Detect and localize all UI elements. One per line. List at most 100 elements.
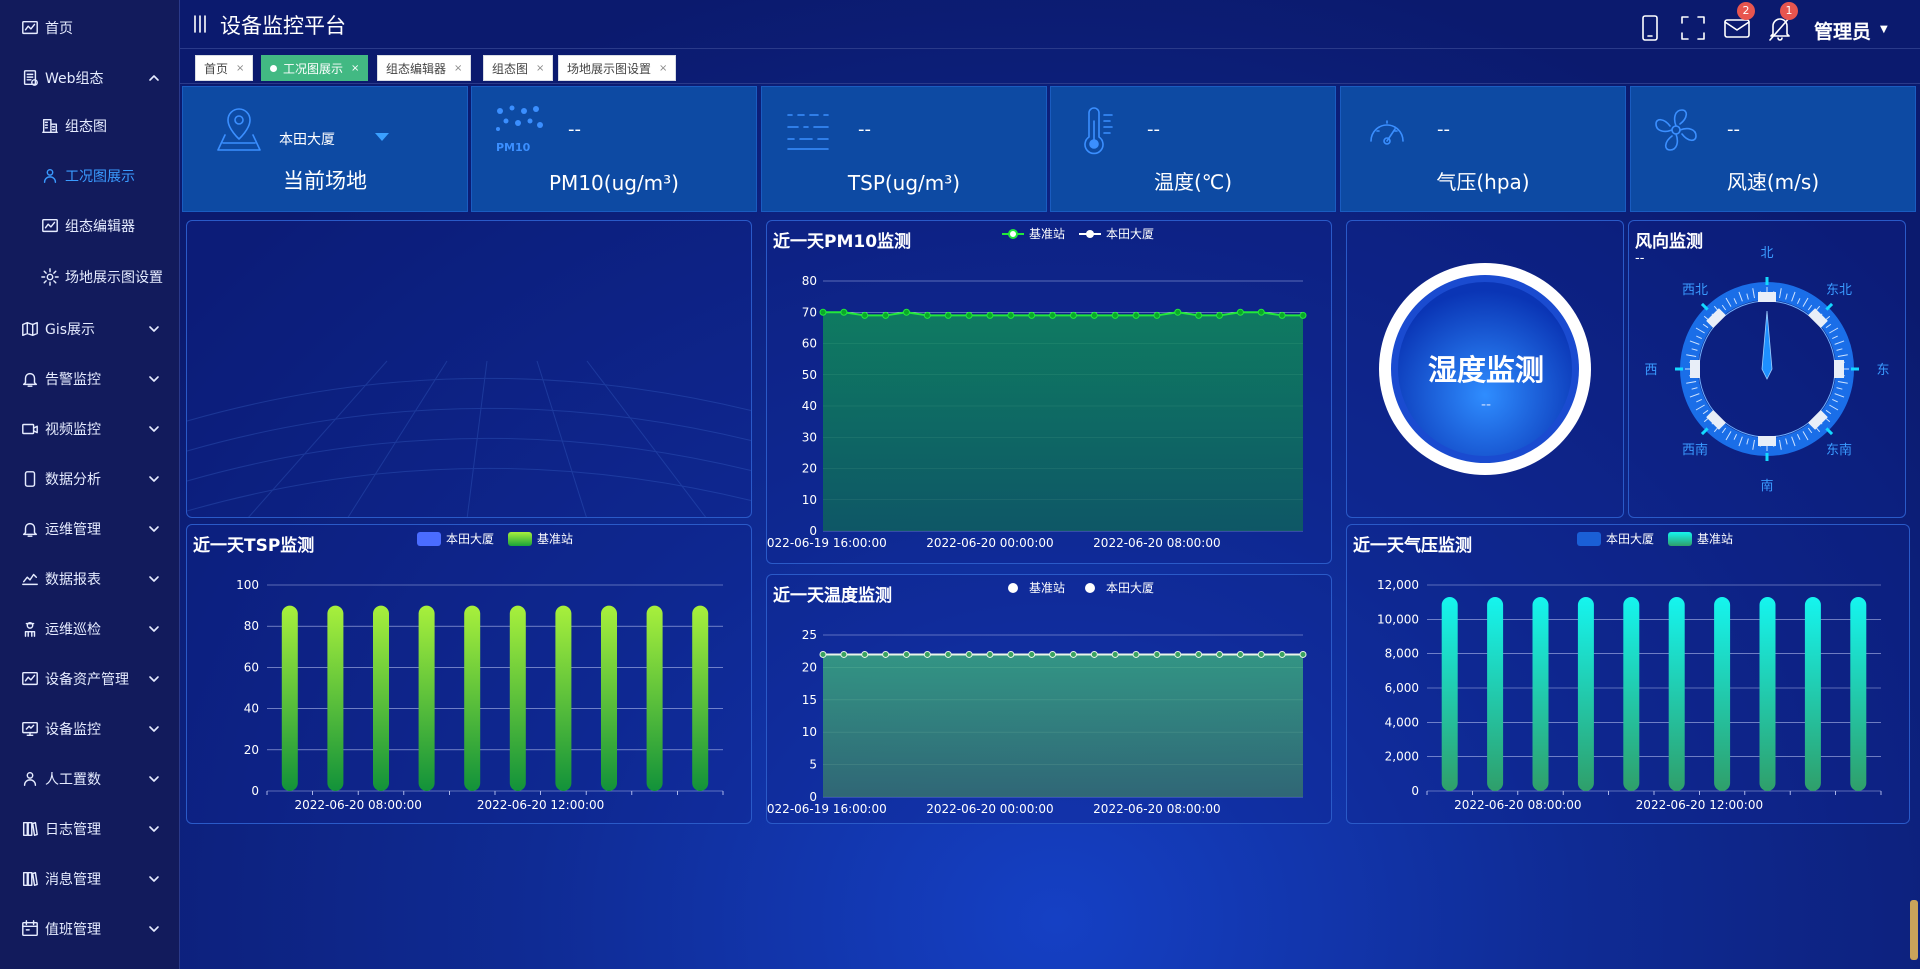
x-tick-label: 2022-06-20 12:00:00	[1636, 798, 1763, 812]
compass-tick	[1725, 431, 1732, 441]
bar	[509, 605, 526, 791]
tab-0[interactable]: 首页 ×	[195, 55, 254, 81]
sidebar-item-7[interactable]: 告警监控	[0, 357, 180, 401]
sidebar-item-12[interactable]: 运维巡检	[0, 607, 180, 651]
sidebar-item-14[interactable]: 设备监控	[0, 707, 180, 751]
y-tick-label: 70	[802, 305, 817, 319]
sidebar-item-0[interactable]: 首页	[0, 6, 180, 50]
compass-tick	[1702, 409, 1709, 415]
compass-marker	[1706, 410, 1726, 430]
sidebar-item-11[interactable]: 数据报表	[0, 557, 180, 601]
chevron-down-icon	[149, 876, 159, 882]
compass-tick	[1834, 340, 1845, 345]
wind-value: --	[1727, 119, 1740, 140]
site-select-caret-icon[interactable]	[375, 133, 389, 141]
data-point	[1299, 311, 1307, 319]
y-tick-label: 30	[802, 430, 817, 444]
tab-3[interactable]: 组态图 ×	[483, 55, 554, 81]
data-point	[986, 650, 994, 658]
legend-item[interactable]: 本田大厦	[1577, 530, 1654, 547]
sidebar-item-3[interactable]: 工况图展示	[0, 154, 180, 198]
close-icon[interactable]: ×	[536, 62, 545, 74]
tab-label: 组态编辑器	[386, 61, 447, 76]
compass-tick	[1733, 434, 1738, 440]
bar	[1759, 597, 1776, 791]
mobile-icon[interactable]	[1636, 14, 1664, 42]
chart-icon	[42, 218, 58, 233]
data-point	[902, 308, 910, 316]
legend-item[interactable]: 本田大厦	[417, 530, 494, 547]
legend-item[interactable]: 基准站	[1002, 579, 1065, 596]
menu-icon[interactable]	[192, 14, 208, 34]
user-name[interactable]: 管理员	[1814, 21, 1872, 43]
sidebar-item-1[interactable]: Web组态	[0, 56, 180, 100]
legend-item[interactable]: 基准站	[1002, 225, 1065, 242]
worker-icon	[24, 621, 36, 637]
chevron-up-icon	[149, 75, 159, 81]
pm10-value: --	[568, 119, 581, 140]
sidebar-item-9[interactable]: 数据分析	[0, 457, 180, 501]
y-tick-label: 10,000	[1377, 612, 1419, 626]
bell-off-icon	[1769, 16, 1791, 41]
bar	[1804, 597, 1821, 791]
sidebar-item-label: 工况图展示	[65, 169, 135, 185]
mail-button[interactable]: 2	[1723, 2, 1755, 42]
sidebar-item-6[interactable]: Gis展示	[0, 307, 180, 351]
sidebar-item-18[interactable]: 值班管理	[0, 907, 180, 951]
site-label: 当前场地	[283, 169, 367, 193]
close-icon[interactable]: ×	[454, 62, 463, 74]
notification-button[interactable]: 1	[1766, 2, 1798, 42]
compass-tick	[1825, 409, 1832, 415]
site-select[interactable]: 本田大厦	[279, 132, 335, 148]
fullscreen-icon[interactable]	[1679, 14, 1707, 42]
sidebar-item-5[interactable]: 场地展示图设置	[0, 255, 180, 299]
close-icon[interactable]: ×	[351, 62, 360, 74]
legend-item[interactable]: 本田大厦	[1079, 579, 1154, 596]
compass-marker	[1758, 292, 1776, 302]
compass-marker	[1808, 308, 1828, 328]
sidebar-item-label: 消息管理	[45, 872, 101, 888]
sidebar-item-16[interactable]: 日志管理	[0, 807, 180, 851]
close-icon[interactable]: ×	[236, 62, 245, 74]
sidebar-item-17[interactable]: 消息管理	[0, 857, 180, 901]
compass-tick	[1691, 348, 1698, 351]
x-tick-label: 2022-06-20 08:00:00	[1093, 802, 1220, 816]
tsp-legend: 本田大厦 基准站	[417, 530, 587, 547]
sidebar-item-10[interactable]: 运维管理	[0, 507, 180, 551]
legend-item[interactable]: 基准站	[508, 530, 573, 547]
tab-label: 场地展示图设置	[567, 61, 652, 76]
user-caret-icon[interactable]: ▼	[1880, 24, 1888, 35]
compass-tick	[1695, 327, 1705, 334]
temp-chart-panel: 近一天温度监测 基准站 本田大厦 0 5 10 15 20 25 2022-06-19 16…	[766, 574, 1332, 824]
compass-tick	[1752, 439, 1755, 450]
scrollbar-thumb[interactable]	[1910, 900, 1918, 960]
legend-item[interactable]: 本田大厦	[1079, 225, 1154, 242]
gauge-icon	[1370, 120, 1404, 145]
sidebar-item-4[interactable]: 组态编辑器	[0, 204, 180, 248]
sidebar-item-2[interactable]: 组态图	[0, 104, 180, 148]
compass-tick	[1746, 293, 1749, 300]
pm10-legend: 基准站 本田大厦	[1002, 225, 1168, 242]
tab-4[interactable]: 场地展示图设置 ×	[558, 55, 677, 81]
tab-2[interactable]: 组态编辑器 ×	[377, 55, 472, 81]
y-tick-label: 80	[244, 619, 259, 633]
tab-label: 组态图	[492, 61, 529, 76]
tab-1[interactable]: 工况图展示 ×	[261, 55, 369, 81]
y-tick-label: 15	[802, 693, 817, 707]
doc-icon	[23, 70, 38, 86]
compass-tick	[1836, 387, 1843, 390]
data-point	[1216, 311, 1224, 319]
sidebar-item-15[interactable]: 人工置数	[0, 757, 180, 801]
data-point	[986, 311, 994, 319]
legend-item[interactable]: 基准站	[1668, 530, 1733, 547]
y-tick-label: 50	[802, 368, 817, 382]
humidity-gauge	[1379, 263, 1591, 475]
close-icon[interactable]: ×	[659, 62, 668, 74]
data-point	[923, 311, 931, 319]
sidebar-item-13[interactable]: 设备资产管理	[0, 657, 180, 701]
temp-value: --	[1147, 119, 1160, 140]
sidebar-item-8[interactable]: 视频监控	[0, 407, 180, 451]
data-point	[1153, 311, 1161, 319]
